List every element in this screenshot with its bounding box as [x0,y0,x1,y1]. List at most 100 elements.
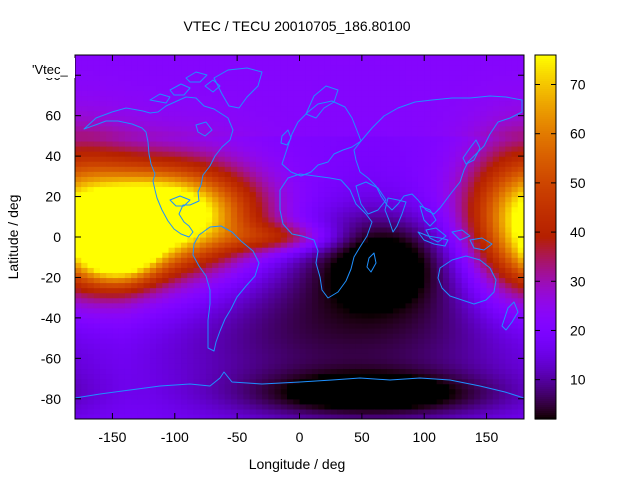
heatmap-cell [81,146,89,152]
heatmap-cell [280,186,288,193]
heatmap-cell [480,378,488,385]
heatmap-cell [149,247,157,253]
heatmap-cell [442,388,450,395]
heatmap-cell [393,140,400,147]
heatmap-cell [218,140,226,147]
heatmap-cell [486,388,494,395]
heatmap-cell [230,398,238,405]
heatmap-cell [355,297,363,304]
heatmap-cell [237,353,244,359]
heatmap-cell [93,287,101,294]
heatmap-cell [293,408,301,415]
heatmap-cell [268,105,276,112]
heatmap-cell [293,181,301,188]
heatmap-cell [474,267,481,273]
heatmap-cell [262,156,269,162]
heatmap-cell [474,393,481,400]
heatmap-cell [336,252,344,258]
heatmap-cell [99,302,107,309]
heatmap-cell [411,398,419,405]
heatmap-cell [81,231,89,238]
heatmap-cell [162,216,170,223]
heatmap-cell [499,85,506,91]
heatmap-cell [355,312,363,319]
heatmap-cell [417,413,425,419]
heatmap-cell [386,328,394,334]
heatmap-cell [430,186,438,193]
heatmap-cell [380,166,388,172]
heatmap-cell [149,353,157,359]
heatmap-cell [349,383,357,390]
heatmap-cell [480,242,488,248]
heatmap-cell [181,140,188,147]
heatmap-cell [417,55,425,61]
heatmap-cell [330,307,338,314]
heatmap-cell [237,115,244,122]
heatmap-cell [237,368,244,375]
heatmap-cell [218,191,226,198]
heatmap-cell [299,368,307,375]
heatmap-cell [399,221,407,228]
heatmap-cell [162,363,170,370]
heatmap-cell [87,398,95,405]
heatmap-cell [287,90,294,97]
heatmap-cell [480,408,488,415]
heatmap-cell [274,297,282,304]
heatmap-cell [131,125,138,132]
heatmap-cell [436,317,444,324]
heatmap-cell [218,343,226,349]
heatmap-cell [480,307,488,314]
heatmap-cell [137,277,145,284]
heatmap-cell [118,247,126,253]
heatmap-cell [174,90,182,97]
heatmap-cell [386,373,394,380]
heatmap-cell [181,373,188,380]
heatmap-cell [106,237,114,243]
heatmap-cell [75,105,82,112]
heatmap-cell [324,358,332,364]
heatmap-cell [262,242,269,248]
heatmap-cell [492,388,500,395]
heatmap-cell [274,388,282,395]
heatmap-cell [393,90,400,97]
heatmap-cell [174,383,182,390]
heatmap-cell [249,75,257,81]
heatmap-cell [405,242,413,248]
heatmap-cell [212,398,220,405]
heatmap-cell [75,368,82,375]
heatmap-cell [181,348,188,354]
heatmap-cell [181,135,188,142]
heatmap-cell [118,115,126,122]
heatmap-cell [112,171,120,177]
heatmap-cell [112,110,120,117]
heatmap-cell [262,358,269,364]
heatmap-cell [230,353,238,359]
heatmap-cell [461,80,469,86]
heatmap-cell [212,383,220,390]
heatmap-cell [81,156,89,162]
heatmap-cell [330,191,338,198]
heatmap-cell [311,125,319,132]
heatmap-cell [486,95,494,102]
heatmap-cell [93,358,101,364]
heatmap-cell [449,171,457,177]
heatmap-cell [293,75,301,81]
heatmap-cell [430,166,438,172]
heatmap-cell [380,201,388,208]
heatmap-cell [311,403,319,410]
heatmap-cell [280,338,288,344]
heatmap-cell [137,161,145,167]
heatmap-cell [99,403,107,410]
heatmap-cell [243,171,251,177]
heatmap-cell [149,100,157,107]
heatmap-cell [287,95,294,102]
heatmap-cell [499,257,506,263]
heatmap-cell [268,231,276,238]
heatmap-cell [474,166,481,172]
heatmap-cell [386,120,394,127]
heatmap-cell [368,408,375,415]
heatmap-cell [430,70,438,76]
heatmap-cell [449,85,457,91]
heatmap-cell [355,75,363,81]
heatmap-cell [442,333,450,339]
